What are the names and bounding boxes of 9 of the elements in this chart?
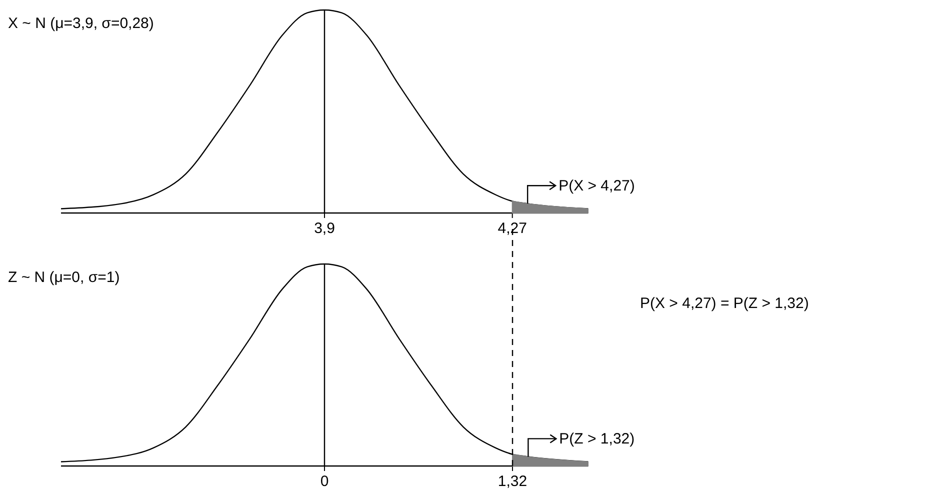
- chart-title: Z ~ N (μ=0, σ=1): [8, 269, 120, 286]
- text: P(X > 4,27) = P(Z > 1,32): [640, 295, 809, 312]
- x-tick-label: 4,27: [498, 220, 527, 237]
- chart-title: X ~ N (μ=3,9, σ=0,28): [8, 15, 154, 32]
- x-tick-label: 3,9: [314, 220, 335, 237]
- x-tick-label: 0: [320, 473, 329, 490]
- x-tick-label: 1,32: [498, 473, 528, 490]
- annotation: P(Z > 1,32): [559, 430, 635, 448]
- annotation: P(X > 4,27): [558, 178, 635, 195]
